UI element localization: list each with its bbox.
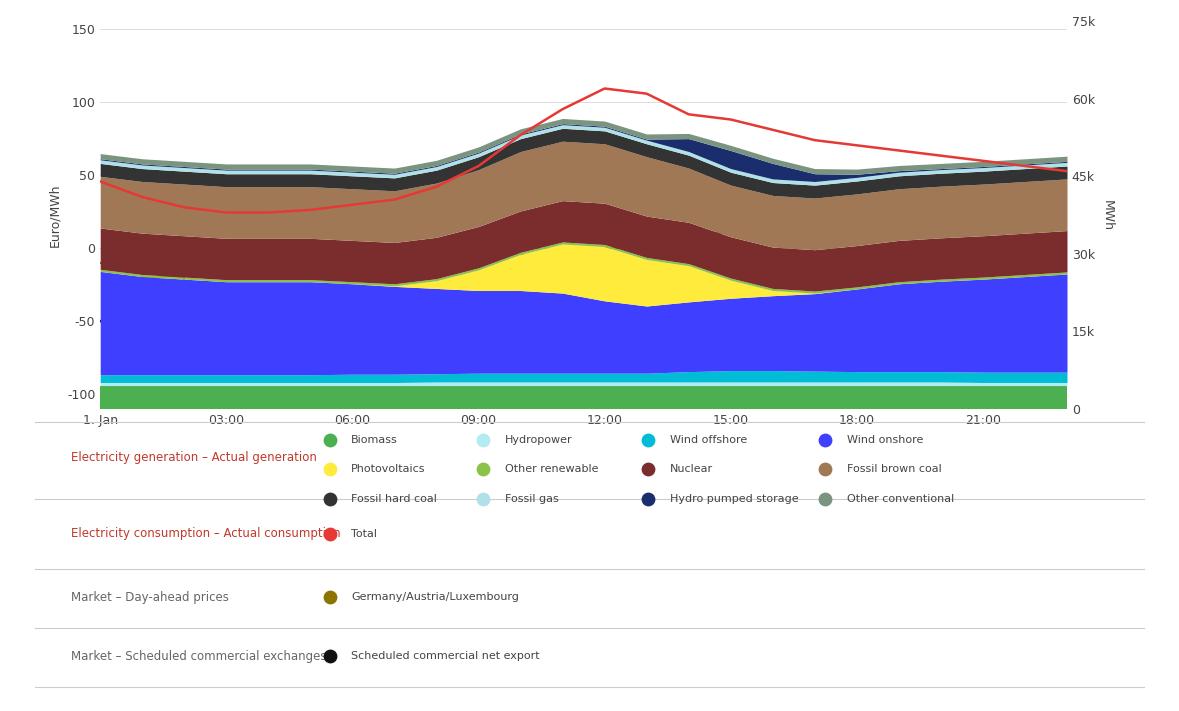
Text: Wind offshore: Wind offshore (670, 434, 747, 444)
Y-axis label: MWh: MWh (1101, 200, 1114, 230)
Text: Scheduled commercial net export: Scheduled commercial net export (351, 651, 540, 661)
Point (816, 434, 835, 445)
Text: Hydropower: Hydropower (505, 434, 572, 444)
Text: Market – Scheduled commercial exchanges: Market – Scheduled commercial exchanges (71, 650, 327, 663)
Point (321, 464, 340, 475)
Point (321, 651, 340, 662)
Text: Germany/Austria/Luxembourg: Germany/Austria/Luxembourg (351, 592, 519, 602)
Text: Electricity consumption – Actual consumption: Electricity consumption – Actual consump… (71, 528, 341, 540)
Text: Wind onshore: Wind onshore (847, 434, 923, 444)
Point (816, 464, 835, 475)
Text: Biomass: Biomass (351, 434, 399, 444)
Point (321, 592, 340, 603)
Y-axis label: Euro/MWh: Euro/MWh (48, 183, 61, 247)
Point (639, 493, 658, 504)
Point (474, 434, 493, 445)
Text: Other conventional: Other conventional (847, 493, 954, 503)
Point (321, 434, 340, 445)
Text: Total: Total (351, 529, 377, 539)
Point (321, 493, 340, 504)
Text: Electricity generation – Actual generation: Electricity generation – Actual generati… (71, 451, 317, 464)
Text: Other renewable: Other renewable (505, 464, 598, 474)
Text: Photovoltaics: Photovoltaics (351, 464, 426, 474)
Text: Fossil gas: Fossil gas (505, 493, 559, 503)
Point (474, 464, 493, 475)
Text: Fossil hard coal: Fossil hard coal (351, 493, 437, 503)
Point (639, 464, 658, 475)
Point (816, 493, 835, 504)
Point (474, 493, 493, 504)
Text: Market – Day-ahead prices: Market – Day-ahead prices (71, 591, 229, 604)
Point (639, 434, 658, 445)
Text: Fossil brown coal: Fossil brown coal (847, 464, 941, 474)
Text: Hydro pumped storage: Hydro pumped storage (670, 493, 798, 503)
Point (321, 528, 340, 540)
Text: Nuclear: Nuclear (670, 464, 713, 474)
